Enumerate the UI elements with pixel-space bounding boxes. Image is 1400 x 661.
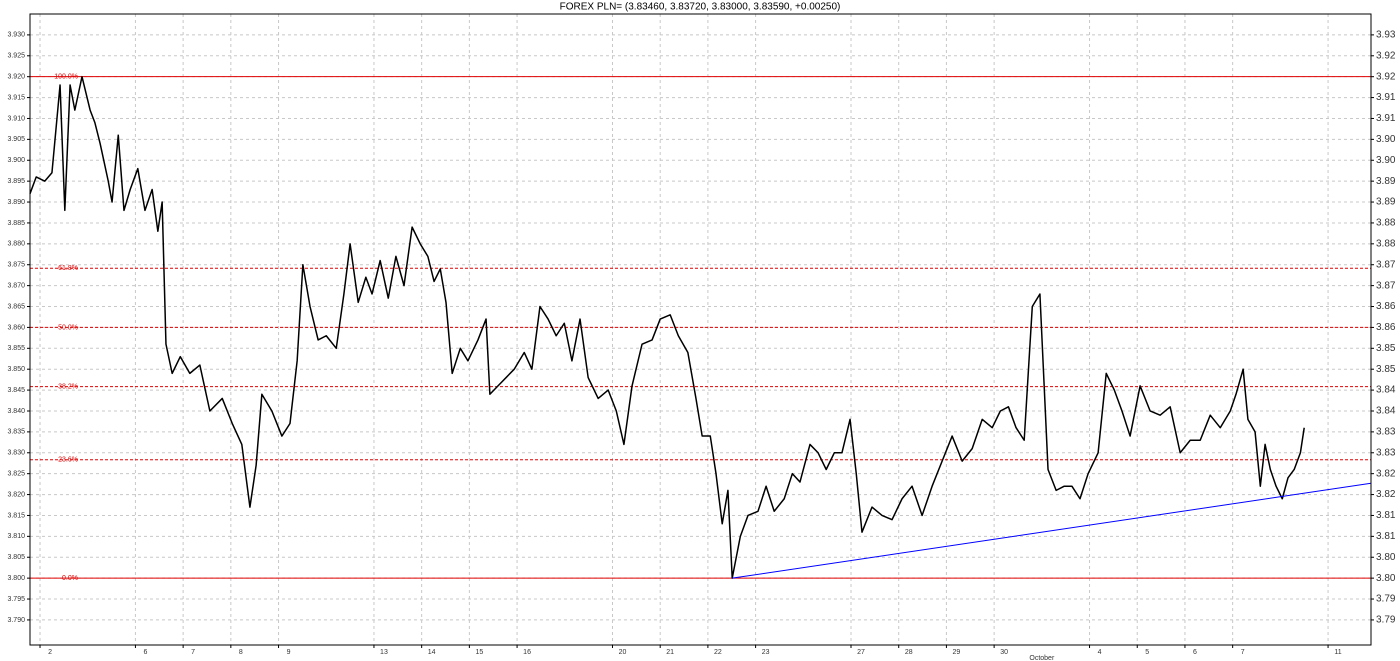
x-tick-label: 4 xyxy=(1098,649,1102,656)
y-tick-label: 3.870 xyxy=(7,282,25,289)
fib-label: 0.0% xyxy=(62,575,78,582)
y2-tick-label: 3.81 xyxy=(1376,531,1396,542)
x-tick-label: 27 xyxy=(857,649,865,656)
y-tick-label: 3.815 xyxy=(7,512,25,519)
y-tick-label: 3.825 xyxy=(7,471,25,478)
y2-tick-label: 3.88 xyxy=(1376,238,1396,249)
y-tick-label: 3.820 xyxy=(7,491,25,498)
y2-tick-label: 3.80 xyxy=(1376,573,1396,584)
x-tick-label: 6 xyxy=(1193,649,1197,656)
y2-tick-label: 3.84 xyxy=(1376,385,1396,396)
y-tick-label: 3.930 xyxy=(7,32,25,39)
y2-tick-label: 3.85 xyxy=(1376,343,1396,354)
y2-tick-label: 3.86 xyxy=(1376,322,1396,333)
x-tick-label: 2 xyxy=(48,649,52,656)
y-tick-label: 3.800 xyxy=(7,575,25,582)
y-tick-label: 3.835 xyxy=(7,429,25,436)
x-tick-label: 13 xyxy=(380,649,388,656)
y-tick-label: 3.900 xyxy=(7,157,25,164)
x-tick-label: 5 xyxy=(1145,649,1149,656)
x-tick-label: 22 xyxy=(714,649,722,656)
y-tick-label: 3.880 xyxy=(7,241,25,248)
y-tick-label: 3.905 xyxy=(7,136,25,143)
fib-label: 23.6% xyxy=(58,457,78,464)
y-tick-label: 3.860 xyxy=(7,324,25,331)
x-tick-label: 30 xyxy=(1000,649,1008,656)
y2-tick-label: 3.87 xyxy=(1376,259,1396,270)
y2-tick-label: 3.87 xyxy=(1376,280,1396,291)
y2-tick-label: 3.88 xyxy=(1376,218,1396,229)
y-tick-label: 3.840 xyxy=(7,408,25,415)
y-tick-label: 3.805 xyxy=(7,554,25,561)
y2-tick-label: 3.82 xyxy=(1376,468,1396,479)
y-tick-label: 3.790 xyxy=(7,617,25,624)
y-tick-label: 3.890 xyxy=(7,199,25,206)
x-tick-label: 23 xyxy=(762,649,770,656)
y2-tick-label: 3.81 xyxy=(1376,510,1396,521)
y-tick-label: 3.810 xyxy=(7,533,25,540)
x-tick-label: 11 xyxy=(1334,649,1341,656)
y2-tick-label: 3.83 xyxy=(1376,427,1396,438)
y2-tick-label: 3.79 xyxy=(1376,615,1396,626)
fib-label: 61.8% xyxy=(58,265,78,272)
y-tick-label: 3.910 xyxy=(7,115,25,122)
y-tick-label: 3.865 xyxy=(7,303,25,310)
y-tick-label: 3.925 xyxy=(7,53,25,60)
x-tick-label: 20 xyxy=(619,649,627,656)
y-tick-label: 3.895 xyxy=(7,178,25,185)
y2-tick-label: 3.83 xyxy=(1376,447,1396,458)
y2-tick-label: 3.89 xyxy=(1376,197,1396,208)
y2-tick-label: 3.91 xyxy=(1376,92,1396,103)
y-tick-label: 3.915 xyxy=(7,94,25,101)
fib-label: 38.2% xyxy=(58,383,78,390)
x-tick-label: 8 xyxy=(239,649,243,656)
x-tick-label: 7 xyxy=(1241,649,1245,656)
y-tick-label: 3.875 xyxy=(7,262,25,269)
chart-title: FOREX PLN= (3.83460, 3.83720, 3.83000, 3… xyxy=(560,2,841,13)
y-tick-label: 3.855 xyxy=(7,345,25,352)
y2-tick-label: 3.92 xyxy=(1376,71,1396,82)
y2-tick-label: 3.86 xyxy=(1376,301,1396,312)
y-tick-label: 3.830 xyxy=(7,450,25,457)
y2-tick-label: 3.89 xyxy=(1376,176,1396,187)
trendline xyxy=(732,482,1372,579)
x-tick-label: 16 xyxy=(523,649,531,656)
x-tick-label: 6 xyxy=(143,649,147,656)
fib-label: 50.0% xyxy=(58,324,78,331)
y2-tick-label: 3.85 xyxy=(1376,364,1396,375)
x-tick-label: 29 xyxy=(953,649,961,656)
x-tick-label: 7 xyxy=(191,649,195,656)
x-tick-label: 28 xyxy=(905,649,913,656)
y2-tick-label: 3.84 xyxy=(1376,406,1396,417)
annotation: October xyxy=(1029,655,1055,661)
y2-tick-label: 3.90 xyxy=(1376,155,1396,166)
plot-frame xyxy=(29,13,1372,646)
y2-tick-label: 3.80 xyxy=(1376,552,1396,563)
y-tick-label: 3.850 xyxy=(7,366,25,373)
x-tick-label: 14 xyxy=(428,649,436,656)
x-tick-label: 15 xyxy=(475,649,483,656)
y-tick-label: 3.920 xyxy=(7,74,25,81)
x-tick-label: 9 xyxy=(287,649,291,656)
y2-tick-label: 3.92 xyxy=(1376,50,1396,61)
x-tick-label: 21 xyxy=(666,649,674,656)
y2-tick-label: 3.79 xyxy=(1376,594,1396,605)
y-tick-label: 3.885 xyxy=(7,220,25,227)
y2-tick-label: 3.93 xyxy=(1376,30,1396,41)
y2-tick-label: 3.91 xyxy=(1376,113,1396,124)
y-tick-label: 3.845 xyxy=(7,387,25,394)
y2-tick-label: 3.90 xyxy=(1376,134,1396,145)
fib-label: 100.0% xyxy=(54,74,78,81)
price-line xyxy=(29,75,1305,579)
y2-tick-label: 3.82 xyxy=(1376,489,1396,500)
y-tick-label: 3.795 xyxy=(7,596,25,603)
